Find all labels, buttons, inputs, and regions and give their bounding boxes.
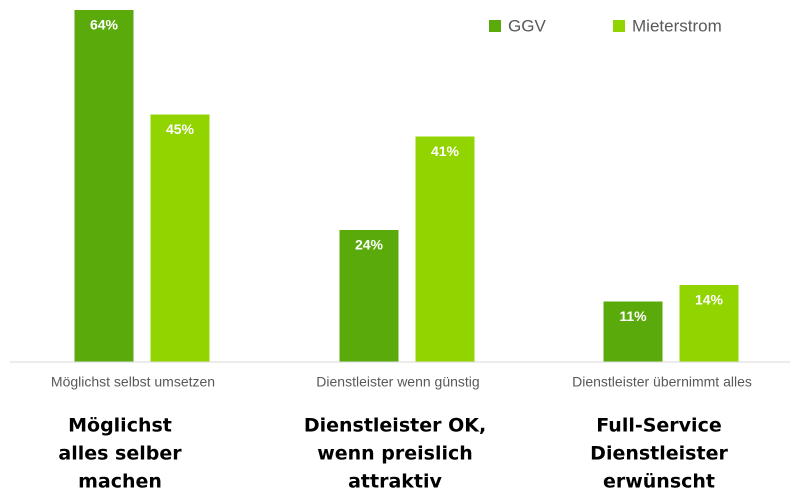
value-label: 14% bbox=[695, 292, 724, 308]
bar bbox=[603, 301, 663, 362]
annotation: wenn preislich bbox=[317, 443, 473, 465]
legend-label: GGV bbox=[508, 16, 546, 35]
bar bbox=[150, 114, 210, 362]
value-label: 41% bbox=[431, 143, 460, 159]
annotation: Dienstleister OK, bbox=[304, 415, 486, 437]
x-tick-label: Dienstleister wenn günstig bbox=[316, 374, 479, 390]
x-tick-label: Möglichst selbst umsetzen bbox=[51, 374, 215, 390]
bar bbox=[74, 10, 134, 362]
annotation: machen bbox=[78, 471, 162, 492]
legend-swatch bbox=[489, 20, 501, 32]
annotation: attraktiv bbox=[348, 471, 442, 492]
x-tick-label: Dienstleister übernimmt alles bbox=[572, 374, 752, 390]
bar bbox=[679, 285, 739, 362]
bar bbox=[339, 230, 399, 362]
value-label: 64% bbox=[90, 17, 119, 33]
annotation: Möglichst bbox=[68, 415, 172, 437]
value-label: 45% bbox=[166, 121, 195, 137]
value-label: 11% bbox=[619, 308, 647, 324]
annotation: erwünscht bbox=[603, 471, 715, 492]
annotation: Full-Service bbox=[596, 415, 721, 437]
value-label: 24% bbox=[355, 237, 384, 253]
legend-swatch bbox=[613, 20, 625, 32]
bar bbox=[415, 136, 475, 362]
annotation: Dienstleister bbox=[590, 443, 728, 465]
legend-label: Mieterstrom bbox=[632, 16, 722, 35]
annotation: alles selber bbox=[58, 443, 182, 465]
